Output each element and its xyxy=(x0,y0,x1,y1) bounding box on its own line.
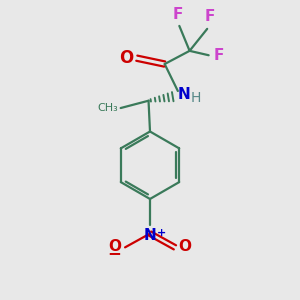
Text: N: N xyxy=(144,228,156,243)
Text: F: F xyxy=(205,9,215,24)
Text: O: O xyxy=(119,49,133,67)
Text: −: − xyxy=(107,244,121,262)
Text: +: + xyxy=(157,228,166,238)
Text: CH₃: CH₃ xyxy=(98,103,118,113)
Text: O: O xyxy=(109,239,122,254)
Text: O: O xyxy=(178,239,191,254)
Text: F: F xyxy=(214,48,224,63)
Text: F: F xyxy=(173,7,183,22)
Text: N: N xyxy=(177,87,190,102)
Text: H: H xyxy=(191,91,201,105)
